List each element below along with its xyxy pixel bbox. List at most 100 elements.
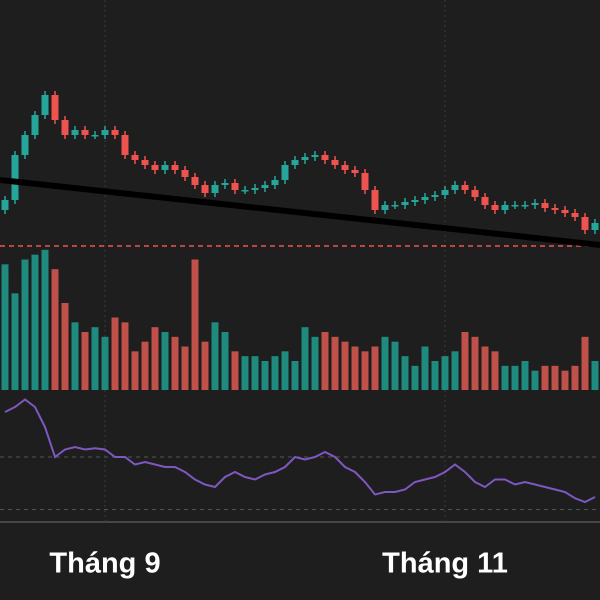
volume-bar — [501, 365, 509, 390]
volume-bar — [371, 346, 379, 390]
volume-bar — [421, 346, 429, 390]
volume-bar — [531, 370, 539, 390]
volume-bar — [431, 361, 439, 390]
volume-bar — [211, 322, 219, 390]
volume-bar — [41, 249, 49, 390]
volume-bar — [491, 351, 499, 390]
candle-body — [281, 165, 289, 180]
volume-bar — [181, 346, 189, 390]
volume-bar — [441, 356, 449, 390]
candle-body — [121, 135, 129, 155]
candle-body — [461, 185, 469, 190]
volume-bar — [91, 327, 99, 390]
candle-body — [181, 170, 189, 177]
volume-bar — [151, 327, 159, 390]
candle-body — [391, 205, 399, 207]
candle-body — [571, 213, 579, 217]
volume-bar — [221, 332, 229, 390]
candle-body — [191, 177, 199, 185]
volume-bar — [341, 341, 349, 390]
volume-bar — [581, 336, 589, 390]
candle-body — [251, 188, 259, 190]
candle-body — [41, 95, 49, 115]
candle-body — [331, 160, 339, 165]
candle-body — [441, 190, 449, 195]
volume-bar — [551, 365, 559, 390]
candle-body — [381, 205, 389, 210]
candle-body — [531, 203, 539, 205]
volume-bar — [571, 365, 579, 390]
candle-body — [151, 165, 159, 170]
volume-bar — [271, 356, 279, 390]
volume-bar — [381, 336, 389, 390]
candle-body — [361, 173, 369, 190]
candle-body — [111, 130, 119, 135]
volume-bar — [521, 361, 529, 390]
volume-bar — [171, 336, 179, 390]
candle-body — [101, 130, 109, 135]
volume-bar — [301, 327, 309, 390]
candle-body — [551, 208, 559, 210]
candle-body — [591, 223, 599, 230]
x-tick-label: Tháng 9 — [49, 548, 160, 580]
candle-body — [351, 170, 359, 173]
volume-bar — [251, 356, 259, 390]
candle-body — [261, 185, 269, 188]
volume-bar — [71, 322, 79, 390]
x-tick-label: Tháng 11 — [382, 548, 508, 580]
volume-bar — [101, 336, 109, 390]
volume-bar — [561, 370, 569, 390]
candle-body — [291, 160, 299, 165]
volume-bar — [111, 317, 119, 390]
volume-bar — [361, 351, 369, 390]
candle-body — [271, 180, 279, 185]
volume-bar — [21, 259, 29, 390]
candle-body — [221, 183, 229, 185]
candle-body — [71, 130, 79, 135]
volume-bar — [31, 254, 39, 390]
volume-bar — [191, 259, 199, 390]
candle-body — [171, 165, 179, 170]
volume-bar — [541, 365, 549, 390]
volume-bar — [81, 332, 89, 390]
candle-body — [411, 200, 419, 202]
volume-bar — [61, 303, 69, 390]
candle-body — [61, 120, 69, 135]
candle-body — [1, 200, 9, 210]
candle-body — [141, 160, 149, 165]
candle-body — [431, 195, 439, 197]
candle-body — [301, 157, 309, 160]
candle-body — [521, 205, 529, 207]
rsi-line — [4, 398, 596, 504]
candle-body — [161, 165, 169, 170]
candle-body — [511, 205, 519, 207]
candle-body — [491, 205, 499, 210]
volume-bar — [461, 332, 469, 390]
candle-body — [581, 217, 589, 230]
volume-bar — [321, 332, 329, 390]
candle-body — [321, 155, 329, 160]
candle-body — [21, 135, 29, 155]
volume-bar — [591, 361, 599, 390]
candle-body — [91, 135, 99, 137]
volume-bar — [401, 356, 409, 390]
volume-bar — [481, 346, 489, 390]
candle-body — [401, 202, 409, 205]
volume-bar — [141, 341, 149, 390]
volume-bar — [411, 365, 419, 390]
volume-bar — [241, 356, 249, 390]
candle-body — [231, 183, 239, 190]
volume-bar — [351, 346, 359, 390]
candle-body — [451, 185, 459, 190]
candle-body — [31, 115, 39, 135]
volume-bar — [161, 332, 169, 390]
candle-body — [371, 190, 379, 210]
volume-bar — [51, 269, 59, 390]
candle-body — [421, 197, 429, 200]
volume-bar — [11, 293, 19, 390]
candle-body — [471, 190, 479, 197]
candle-body — [311, 155, 319, 157]
volume-bar — [121, 322, 129, 390]
volume-bar — [131, 351, 139, 390]
volume-bar — [311, 336, 319, 390]
